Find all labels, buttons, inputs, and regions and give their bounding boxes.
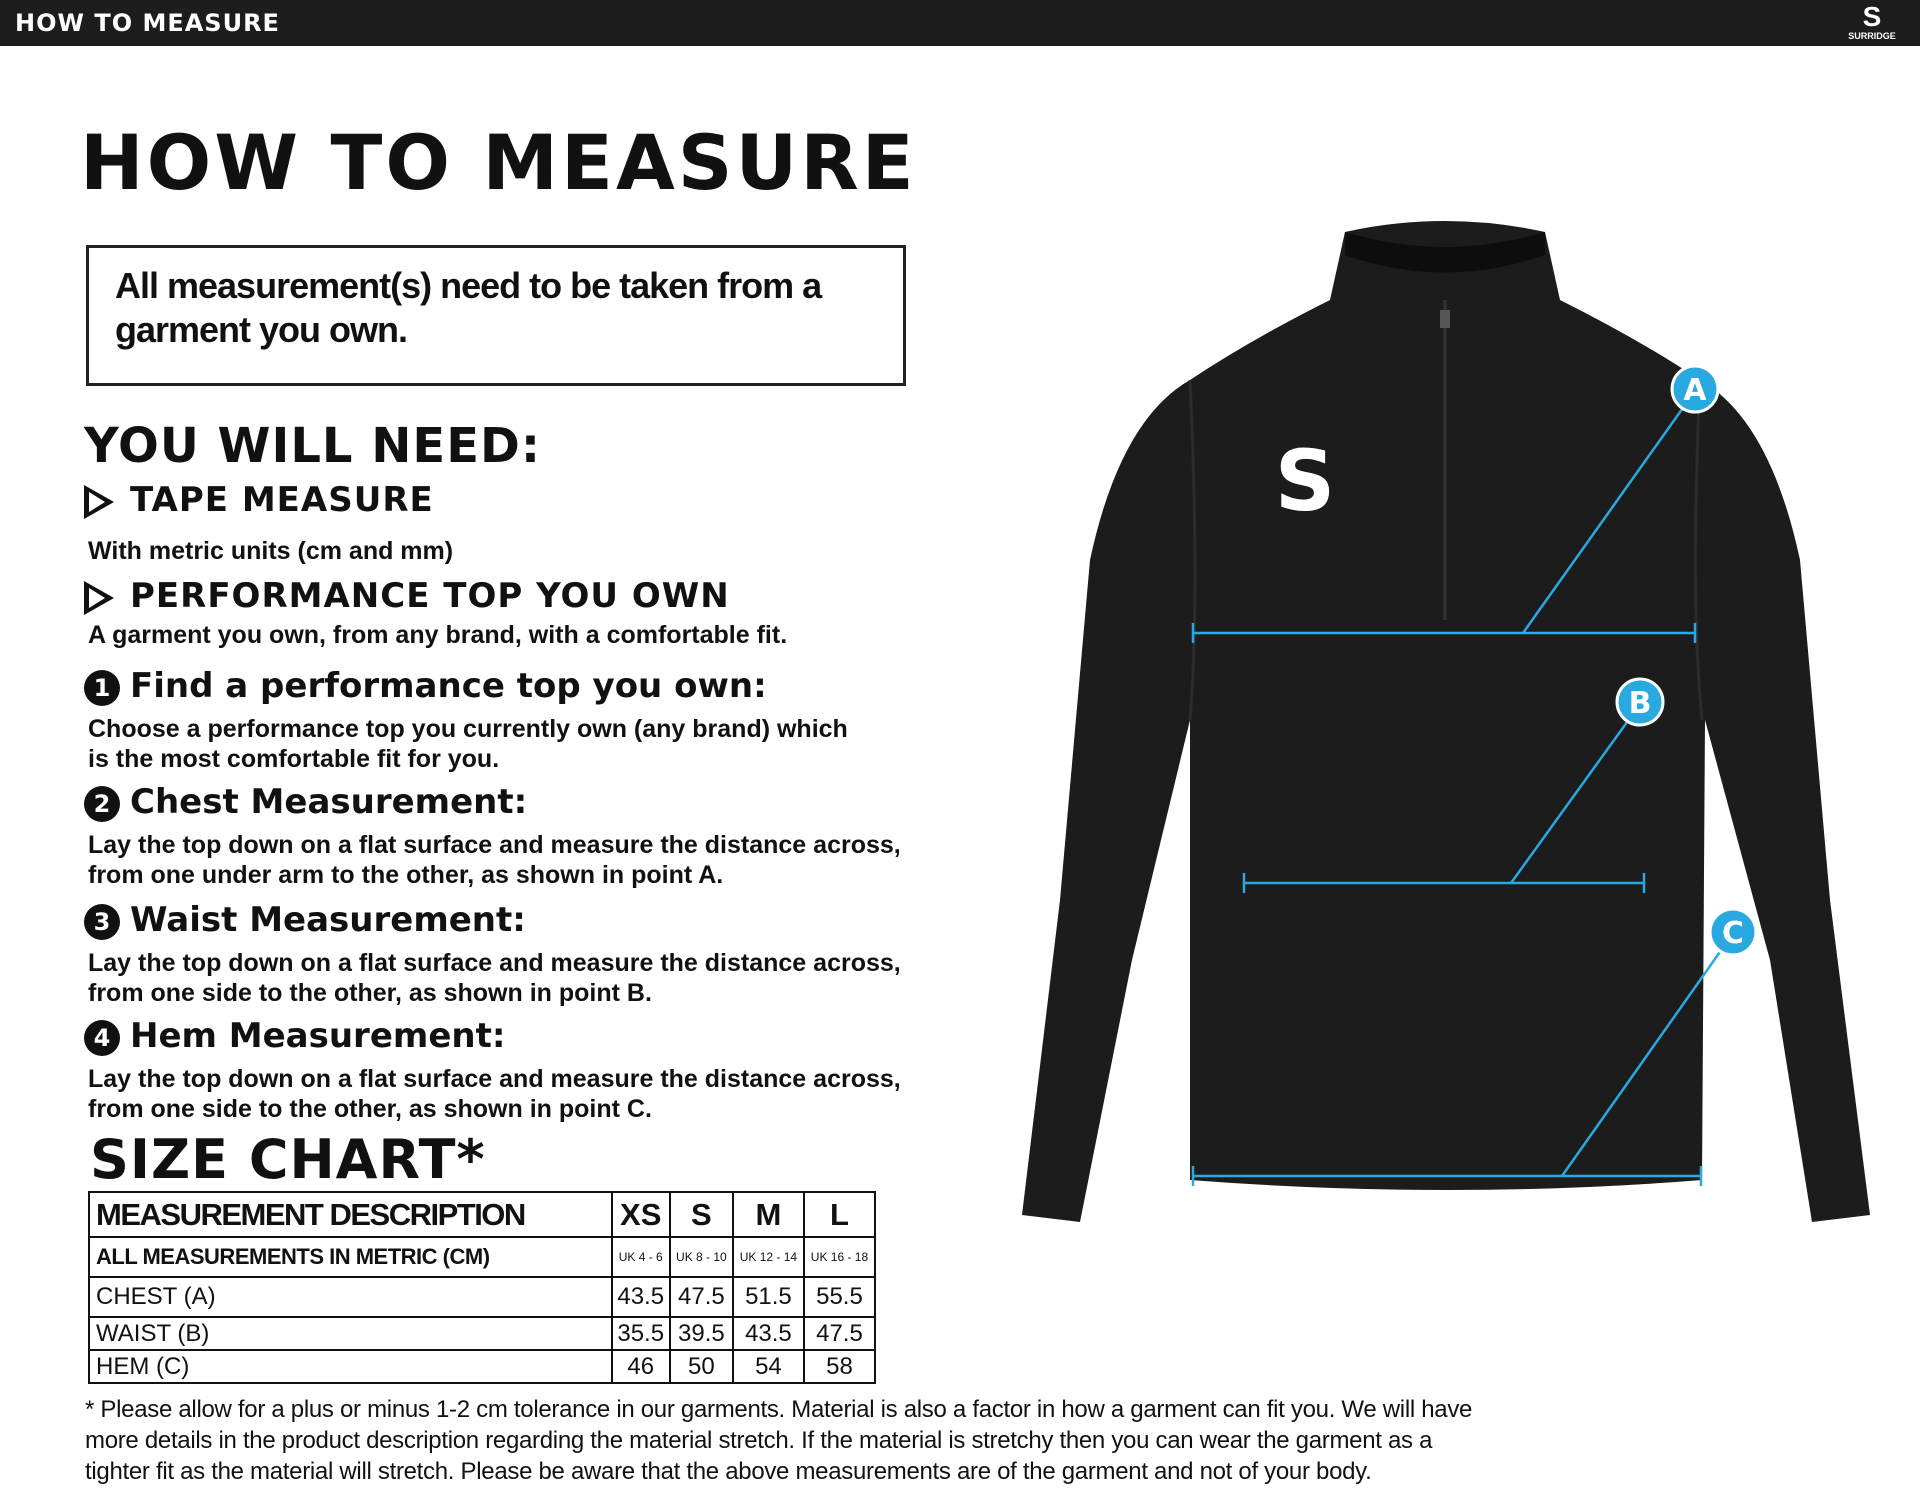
step-1-desc: Choose a performance top you currently o… bbox=[88, 714, 848, 774]
point-b-marker: B bbox=[1615, 677, 1665, 727]
table-cell: 51.5 bbox=[731, 1276, 805, 1318]
table-cell: 35.5 bbox=[610, 1316, 671, 1351]
step-2-desc: Lay the top down on a flat surface and m… bbox=[88, 830, 901, 890]
step-3-title: 3 Waist Measurement: bbox=[84, 900, 526, 940]
step-4-title: 4 Hem Measurement: bbox=[84, 1016, 505, 1056]
point-a-marker: A bbox=[1670, 364, 1720, 414]
step-title: Hem Measurement: bbox=[130, 1016, 506, 1056]
logo-text: SURRIDGE bbox=[1848, 31, 1896, 41]
garment-logo: S bbox=[1275, 432, 1336, 530]
table-cell: UK 16 - 18 bbox=[802, 1236, 877, 1278]
measure-lines bbox=[1191, 404, 1724, 1186]
step-title: Chest Measurement: bbox=[130, 782, 528, 822]
svg-text:A: A bbox=[1683, 373, 1707, 408]
table-cell: UK 4 - 6 bbox=[610, 1236, 671, 1278]
table-cell: UK 8 - 10 bbox=[668, 1236, 734, 1278]
notice-box: All measurement(s) need to be taken from… bbox=[86, 245, 906, 386]
desc-line: from one under arm to the other, as show… bbox=[88, 861, 724, 889]
desc-line: Lay the top down on a flat surface and m… bbox=[88, 949, 901, 977]
garment-body bbox=[1022, 221, 1870, 1222]
size-chart-title: SIZE CHART* bbox=[90, 1128, 486, 1191]
logo-mark: S bbox=[1862, 1, 1882, 32]
table-cell: 43.5 bbox=[610, 1276, 671, 1318]
point-c-marker: C bbox=[1708, 907, 1758, 957]
step-2-title: 2 Chest Measurement: bbox=[84, 782, 527, 822]
top-bar: HOW TO MEASURE S SURRIDGE bbox=[0, 0, 1920, 46]
step-title: Find a performance top you own: bbox=[130, 666, 767, 706]
triangle-bullet-icon bbox=[84, 484, 114, 519]
size-chart-table: MEASUREMENT DESCRIPTION XS S M L ALL MEA… bbox=[88, 1191, 877, 1384]
step-number-badge: 1 bbox=[84, 669, 120, 706]
svg-text:B: B bbox=[1629, 686, 1652, 721]
desc-line: Choose a performance top you currently o… bbox=[88, 715, 848, 743]
step-number-badge: 2 bbox=[84, 785, 120, 822]
table-cell: 50 bbox=[668, 1349, 734, 1384]
table-cell: WAIST (B) bbox=[88, 1316, 613, 1351]
garment-illustration bbox=[1022, 221, 1870, 1222]
need-item-desc: A garment you own, from any brand, with … bbox=[88, 621, 788, 649]
table-cell: ALL MEASUREMENTS IN METRIC (CM) bbox=[88, 1236, 613, 1278]
triangle-bullet-icon bbox=[84, 580, 114, 615]
table-row: HEM (C) 46 50 54 58 bbox=[88, 1349, 877, 1384]
need-item-title: PERFORMANCE TOP YOU OWN bbox=[130, 576, 730, 616]
need-item-title: TAPE MEASURE bbox=[130, 480, 434, 520]
table-header-row: MEASUREMENT DESCRIPTION XS S M L bbox=[88, 1191, 877, 1238]
you-will-need-title: YOU WILL NEED: bbox=[84, 418, 542, 474]
step-1-title: 1 Find a performance top you own: bbox=[84, 666, 767, 706]
footnote: * Please allow for a plus or minus 1-2 c… bbox=[85, 1394, 1472, 1487]
table-cell: 47.5 bbox=[802, 1316, 877, 1351]
svg-text:C: C bbox=[1722, 916, 1744, 951]
header-cell: M bbox=[731, 1191, 805, 1238]
header-cell: L bbox=[802, 1191, 877, 1238]
desc-line: is the most comfortable fit for you. bbox=[88, 745, 500, 773]
need-item-tape: TAPE MEASURE bbox=[84, 480, 434, 520]
table-cell: 58 bbox=[802, 1349, 877, 1384]
step-number-badge: 4 bbox=[84, 1019, 120, 1056]
table-cell: 55.5 bbox=[802, 1276, 877, 1318]
desc-line: Lay the top down on a flat surface and m… bbox=[88, 831, 901, 859]
table-row: CHEST (A) 43.5 47.5 51.5 55.5 bbox=[88, 1276, 877, 1318]
top-bar-title: HOW TO MEASURE bbox=[15, 9, 280, 37]
table-row: WAIST (B) 35.5 39.5 43.5 47.5 bbox=[88, 1316, 877, 1351]
step-3-desc: Lay the top down on a flat surface and m… bbox=[88, 948, 901, 1008]
table-cell: CHEST (A) bbox=[88, 1276, 613, 1318]
table-cell: UK 12 - 14 bbox=[731, 1236, 805, 1278]
header-cell: XS bbox=[610, 1191, 671, 1238]
header-cell: S bbox=[668, 1191, 734, 1238]
step-title: Waist Measurement: bbox=[130, 900, 526, 940]
table-cell: HEM (C) bbox=[88, 1349, 613, 1384]
need-item-top: PERFORMANCE TOP YOU OWN bbox=[84, 576, 730, 616]
desc-line: from one side to the other, as shown in … bbox=[88, 979, 652, 1007]
table-cell: 43.5 bbox=[731, 1316, 805, 1351]
table-cell: 46 bbox=[610, 1349, 671, 1384]
header-cell: MEASUREMENT DESCRIPTION bbox=[88, 1191, 613, 1238]
footnote-line: tighter fit as the material will stretch… bbox=[85, 1458, 1372, 1485]
table-cell: 54 bbox=[731, 1349, 805, 1384]
table-cell: 39.5 bbox=[668, 1316, 734, 1351]
page-title: HOW TO MEASURE bbox=[80, 118, 917, 207]
step-number-badge: 3 bbox=[84, 903, 120, 940]
need-item-desc: With metric units (cm and mm) bbox=[88, 537, 454, 565]
desc-line: Lay the top down on a flat surface and m… bbox=[88, 1065, 901, 1093]
table-cell: 47.5 bbox=[668, 1276, 734, 1318]
units-row: ALL MEASUREMENTS IN METRIC (CM) UK 4 - 6… bbox=[88, 1236, 877, 1278]
footnote-line: more details in the product description … bbox=[85, 1427, 1433, 1454]
desc-line: from one side to the other, as shown in … bbox=[88, 1095, 652, 1123]
footnote-line: * Please allow for a plus or minus 1-2 c… bbox=[85, 1396, 1473, 1423]
surridge-logo: S SURRIDGE bbox=[1836, 3, 1908, 43]
step-4-desc: Lay the top down on a flat surface and m… bbox=[88, 1064, 901, 1124]
